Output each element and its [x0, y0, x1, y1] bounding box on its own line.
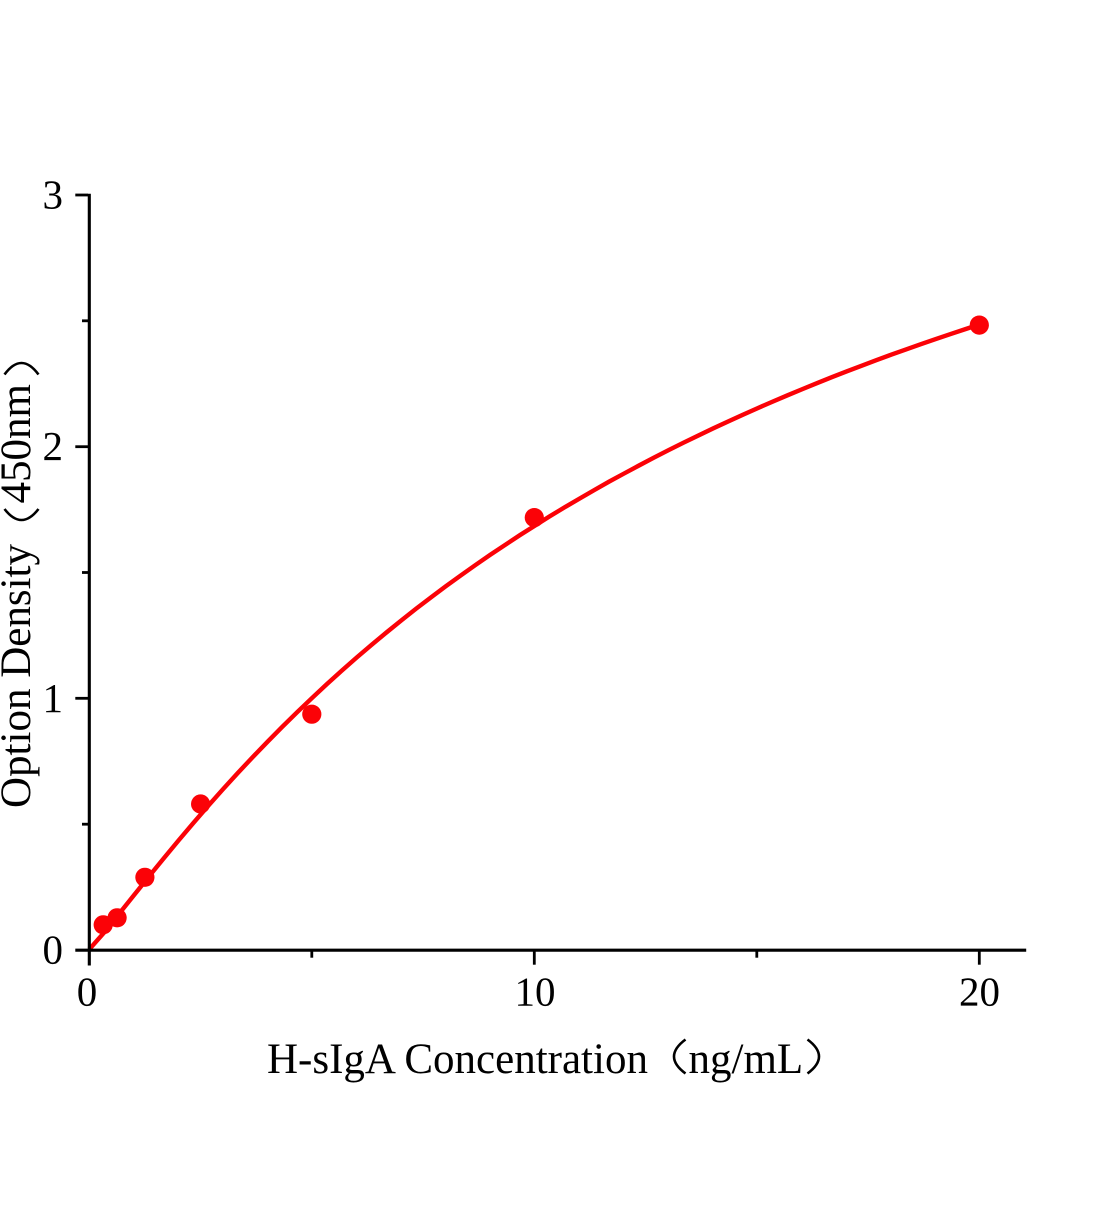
- svg-text:ng/mL: ng/mL: [689, 1036, 804, 1083]
- svg-text:0: 0: [77, 969, 98, 1015]
- svg-text:H-sIgA Concentration: H-sIgA Concentration: [267, 1036, 648, 1083]
- svg-text:0: 0: [43, 927, 64, 973]
- svg-text:10: 10: [515, 969, 556, 1015]
- svg-text:3: 3: [43, 172, 64, 218]
- svg-text:450nm: 450nm: [0, 384, 40, 503]
- svg-text:Option Density: Option Density: [0, 544, 40, 808]
- svg-text:2: 2: [43, 423, 64, 469]
- svg-text:20: 20: [959, 969, 1000, 1015]
- svg-text:1: 1: [43, 675, 64, 721]
